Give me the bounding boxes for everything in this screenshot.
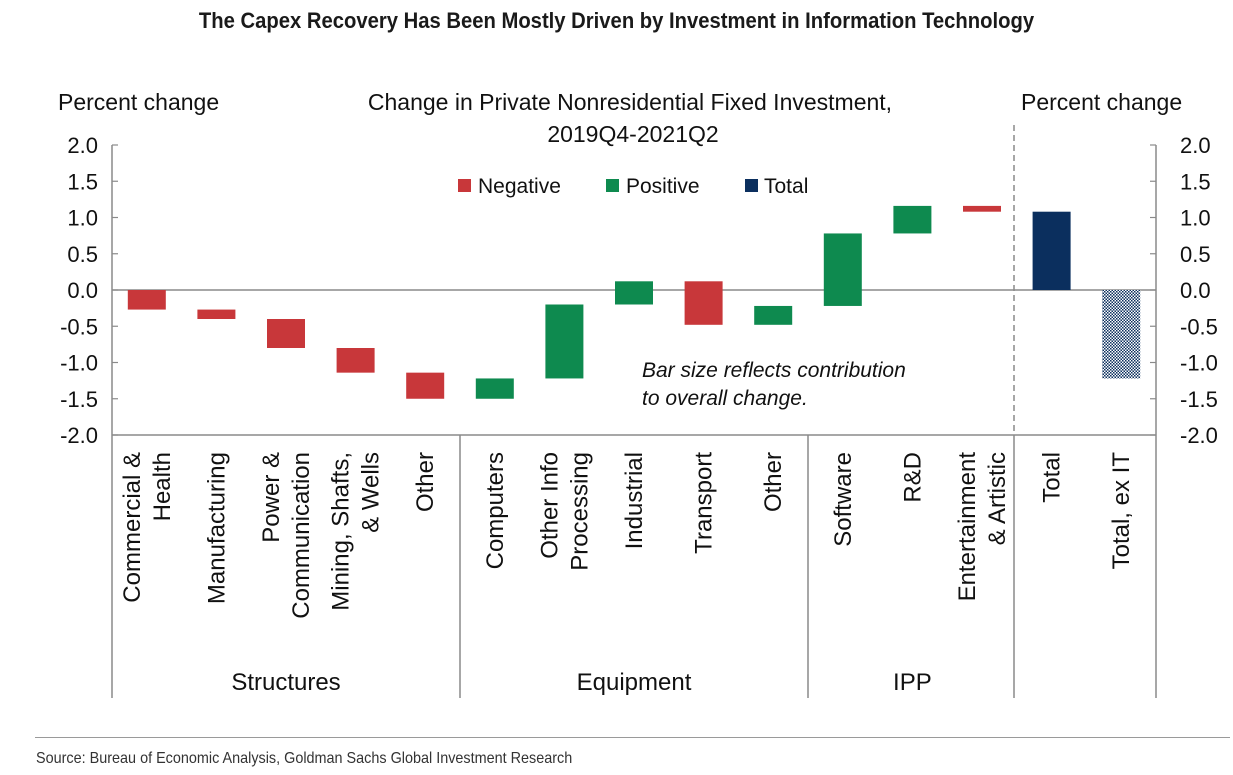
legend-swatch-negative [458, 179, 471, 192]
category-label: & Artistic [984, 452, 1011, 545]
bar-negative [127, 290, 166, 310]
category-label: Industrial [621, 452, 648, 549]
y-axis-label-left: Percent change [58, 89, 219, 115]
bar-positive [615, 281, 653, 305]
bar-positive [545, 304, 584, 379]
group-label: Structures [231, 669, 340, 696]
y-tick-label-left: -2.0 [60, 423, 98, 448]
chart-subtitle-line-2: 2019Q4-2021Q2 [547, 121, 718, 147]
y-tick-label-left: 0.0 [67, 278, 98, 303]
category-label: R&D [899, 452, 926, 503]
category-label: Other Info [536, 452, 563, 559]
category-label: Commercial & [119, 452, 146, 603]
category-label: Entertainment [954, 452, 981, 602]
category-label: Transport [691, 452, 718, 554]
y-tick-label-right: -2.0 [1180, 423, 1218, 448]
category-label: Total, ex IT [1108, 452, 1135, 570]
category-label: Computers [482, 452, 509, 569]
y-tick-label-right: -1.0 [1180, 351, 1218, 376]
source-note: Source: Bureau of Economic Analysis, Gol… [36, 750, 573, 767]
category-label: Manufacturing [203, 452, 230, 604]
category-label: Mining, Shafts, [328, 452, 355, 611]
category-label: Processing [566, 452, 593, 571]
y-tick-label-right: -1.5 [1180, 387, 1218, 412]
y-tick-label-left: 1.0 [67, 206, 98, 231]
y-axis-label-right: Percent change [1021, 89, 1182, 115]
source-divider [35, 737, 1230, 738]
y-tick-label-left: -0.5 [60, 314, 98, 339]
bar-negative [406, 372, 445, 399]
bar-negative [963, 205, 1001, 212]
y-tick-label-left: -1.0 [60, 351, 98, 376]
y-tick-label-right: 2.0 [1180, 133, 1211, 158]
bar-positive [893, 205, 932, 234]
y-tick-label-right: 1.0 [1180, 206, 1211, 231]
bar-positive [823, 233, 862, 306]
chart-subtitle-line-1: Change in Private Nonresidential Fixed I… [368, 89, 892, 115]
bar-negative [267, 319, 305, 348]
category-label: Total [1039, 452, 1066, 503]
y-tick-label-right: 0.5 [1180, 242, 1211, 267]
legend-swatch-total [745, 179, 758, 192]
y-tick-label-right: 1.5 [1180, 169, 1211, 194]
category-label: Power & [258, 452, 285, 543]
y-tick-label-left: 1.5 [67, 169, 98, 194]
category-labels: Structures Equipment IPP Commercial & Health… [119, 359, 1135, 696]
bar-negative [197, 309, 236, 319]
legend: Negative Positive Total [458, 175, 808, 198]
y-tick-label-right: -0.5 [1180, 314, 1218, 339]
group-label: Equipment [577, 669, 692, 696]
category-label: Communication [288, 452, 315, 619]
y-tick-label-left: -1.5 [60, 387, 98, 412]
category-label: Software [830, 452, 857, 547]
category-label: Health [149, 452, 176, 521]
y-tick-label-left: 2.0 [67, 133, 98, 158]
bar-negative [336, 348, 375, 373]
category-label: Other [412, 452, 439, 512]
bar-total [1032, 211, 1071, 290]
y-tick-label-left: 0.5 [67, 242, 98, 267]
bar-positive [475, 378, 514, 399]
bars [127, 205, 1141, 399]
legend-label-positive: Positive [626, 175, 700, 198]
bar-negative [684, 281, 723, 325]
legend-swatch-positive [606, 179, 619, 192]
annotation-line-2: to overall change. [642, 387, 808, 410]
bar-positive [754, 305, 793, 325]
category-label: & Wells [358, 452, 385, 533]
legend-label-negative: Negative [478, 175, 561, 198]
chart-title: The Capex Recovery Has Been Mostly Drive… [198, 8, 1035, 33]
axes: 2.0 2.0 1.5 1.5 1.0 1.0 0.5 0.5 0.0 0.0 -0.5 -0.5 -1… [58, 89, 1218, 698]
legend-label-total: Total [764, 175, 808, 198]
bar-hatched [1102, 290, 1141, 379]
group-label: IPP [893, 669, 932, 696]
y-tick-label-right: 0.0 [1180, 278, 1211, 303]
annotation-line-1: Bar size reflects contribution [642, 359, 906, 382]
category-label: Other [760, 452, 787, 512]
